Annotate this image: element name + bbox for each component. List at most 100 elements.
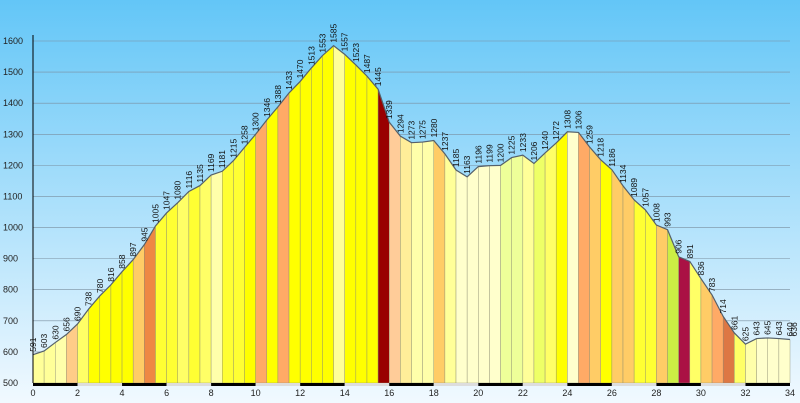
segment-14 [188,185,201,384]
x-tick-22: 22 [518,388,528,398]
point-label-42: 1200 [496,143,506,162]
segment-12 [166,202,178,384]
point-label-25: 1513 [306,46,316,65]
point-label-33: 1294 [395,114,405,133]
x-axis-band-14 [656,383,701,386]
segment-39 [466,166,479,384]
x-tick-4: 4 [120,388,125,398]
x-tick-24: 24 [562,388,572,398]
segment-49 [578,131,590,384]
x-axis-band-7 [344,383,390,386]
segment-55 [645,209,657,384]
point-label-50: 1259 [585,125,595,144]
segment-29 [355,64,368,384]
point-label-63: 661 [729,315,739,329]
elevation-segments [32,45,791,384]
point-label-27: 1585 [329,23,339,42]
point-label-46: 1240 [540,131,550,150]
point-label-54: 1089 [629,178,639,197]
segment-46 [544,142,557,384]
x-tick-16: 16 [384,388,394,398]
point-label-43: 1225 [507,135,517,154]
x-tick-labels: 0 2 4 6 8 10 12 14 16 18 20 22 24 26 28 30 32 34 [30,388,795,398]
segment-41 [489,165,501,384]
segment-17 [222,160,234,384]
point-label-36: 1280 [429,118,439,137]
x-tick-20: 20 [473,388,483,398]
segment-36 [433,139,446,384]
segment-31 [377,89,390,384]
point-label-59: 891 [685,244,695,258]
point-label-18: 1215 [228,139,238,158]
segment-66 [767,337,780,384]
segment-51 [600,159,613,384]
y-tick-1100: 1100 [3,191,22,201]
point-label-17: 1181 [217,150,227,169]
x-axis-band-0 [33,383,78,386]
segment-6 [99,284,112,384]
point-label-34: 1273 [407,120,417,139]
point-label-8: 858 [117,254,127,268]
point-label-12: 1047 [162,191,172,210]
axes [32,35,790,386]
x-axis-band-6 [300,383,345,386]
segment-48 [567,131,579,384]
point-label-4: 690 [73,306,83,320]
segment-52 [611,169,624,384]
point-label-2: 630 [50,325,60,339]
segment-0 [32,350,45,384]
segment-35 [422,140,434,384]
y-tick-labels: 500 600 700 800 900 1000 1100 1200 1300 1400 1500 1… [3,36,23,388]
x-axis-band-10 [478,383,523,386]
x-axis-band-13 [611,383,657,386]
point-label-48: 1308 [562,110,572,129]
point-label-37: 1237 [440,132,450,151]
x-axis-band-11 [522,383,568,386]
point-label-51: 1218 [596,138,606,157]
point-label-44: 1233 [518,133,528,152]
y-tick-500: 500 [3,378,18,388]
x-axis-band-2 [122,383,167,386]
point-label-3: 656 [61,317,71,331]
segment-45 [533,152,546,384]
segment-10 [144,225,156,384]
x-axis-band-15 [700,383,746,386]
point-labels: 591 6036306566907387808168588979451005104… [28,23,799,351]
x-axis-band-5 [255,383,301,386]
point-label-0: 591 [28,337,38,351]
point-label-21: 1346 [262,98,272,117]
point-label-57: 993 [663,212,673,226]
segment-37 [444,153,457,384]
point-label-last: 636 [789,322,799,336]
segment-21 [266,106,279,384]
point-label-68: 640 [785,322,795,336]
x-axis-band-3 [166,383,212,386]
segment-30 [366,75,379,384]
segment-40 [478,165,490,384]
segment-42 [500,157,512,384]
point-label-19: 1258 [240,125,250,144]
segment-8 [121,259,134,384]
point-label-67: 643 [774,321,784,335]
segment-24 [299,67,312,384]
point-label-45: 1206 [529,141,539,160]
point-label-61: 783 [707,278,717,292]
point-label-7: 816 [106,267,116,281]
x-tick-0: 0 [30,388,35,398]
point-label-58: 906 [674,239,684,253]
segment-67 [778,338,791,384]
y-tick-1400: 1400 [3,98,23,108]
segment-15 [199,174,212,384]
segment-38 [455,169,468,384]
point-label-5: 738 [84,292,94,306]
segment-5 [88,295,100,384]
point-label-24: 1470 [295,59,305,78]
segment-28 [344,53,357,384]
point-label-32: 1339 [384,100,394,119]
y-tick-600: 600 [3,347,18,357]
x-axis-band-12 [567,383,612,386]
x-tick-10: 10 [251,388,261,398]
point-label-62: 714 [718,299,728,313]
point-label-22: 1388 [273,85,283,104]
profile-line [32,44,791,356]
